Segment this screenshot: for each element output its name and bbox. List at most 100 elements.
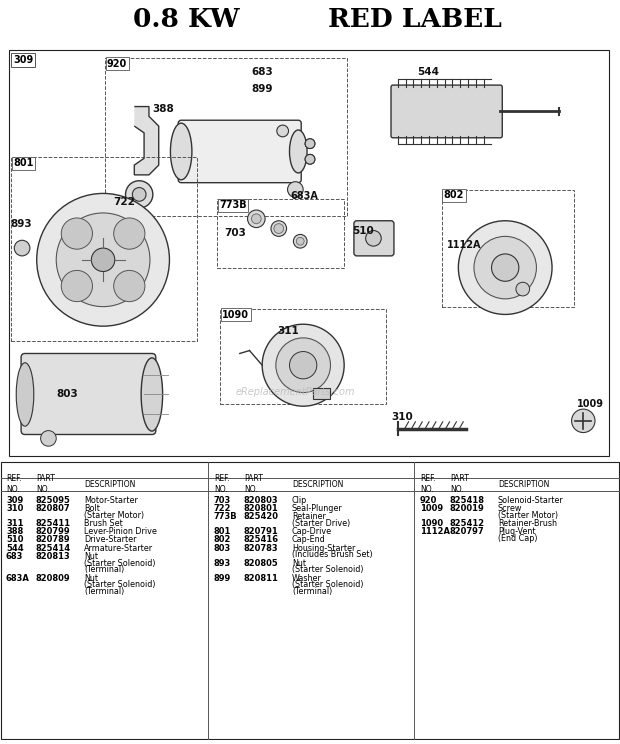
Text: 802: 802 — [214, 536, 231, 545]
Text: 825420: 825420 — [244, 513, 279, 522]
Circle shape — [271, 221, 286, 237]
Text: 773B: 773B — [214, 513, 237, 522]
Bar — [442, 190, 574, 307]
Text: 893: 893 — [11, 219, 32, 228]
Circle shape — [247, 210, 265, 228]
Text: 820803: 820803 — [244, 496, 278, 505]
Text: 801: 801 — [13, 158, 33, 168]
Text: 310: 310 — [391, 412, 413, 422]
Text: 820799: 820799 — [36, 527, 71, 536]
Text: Lever-Pinion Drive: Lever-Pinion Drive — [84, 527, 157, 536]
Circle shape — [492, 254, 519, 281]
Text: Clip: Clip — [292, 496, 308, 505]
Circle shape — [132, 187, 146, 201]
Text: Plug-Vent: Plug-Vent — [498, 527, 536, 536]
Text: Drive-Starter: Drive-Starter — [84, 536, 136, 545]
Circle shape — [288, 182, 303, 197]
Text: DESCRIPTION: DESCRIPTION — [292, 480, 343, 489]
Text: DESCRIPTION: DESCRIPTION — [498, 480, 549, 489]
Circle shape — [113, 218, 145, 249]
Text: DESCRIPTION: DESCRIPTION — [84, 480, 135, 489]
Text: 773B: 773B — [219, 200, 247, 211]
Ellipse shape — [290, 130, 307, 173]
Text: 825418: 825418 — [450, 496, 485, 505]
Text: 802: 802 — [444, 190, 464, 200]
Text: 309: 309 — [13, 55, 33, 65]
Circle shape — [37, 193, 169, 326]
Text: 1009: 1009 — [577, 400, 604, 409]
Text: 510: 510 — [6, 536, 24, 545]
Circle shape — [61, 218, 92, 249]
Text: Screw: Screw — [498, 504, 523, 513]
Text: (Starter Solenoid): (Starter Solenoid) — [292, 565, 363, 574]
Text: 820797: 820797 — [450, 527, 485, 536]
Circle shape — [276, 338, 330, 393]
Text: PART
NO.: PART NO. — [450, 474, 469, 494]
Text: 309: 309 — [6, 496, 24, 505]
Text: 820811: 820811 — [244, 574, 279, 583]
Bar — [220, 309, 386, 404]
Circle shape — [293, 234, 307, 248]
Text: Brush Set: Brush Set — [84, 519, 123, 528]
Text: 825416: 825416 — [244, 536, 279, 545]
Text: 825412: 825412 — [450, 519, 485, 528]
Circle shape — [366, 231, 381, 246]
Text: 820791: 820791 — [244, 527, 279, 536]
Text: 825411: 825411 — [36, 519, 71, 528]
Text: 801: 801 — [214, 527, 231, 536]
Text: 1090: 1090 — [222, 310, 249, 320]
Text: (Starter Drive): (Starter Drive) — [292, 519, 350, 528]
Circle shape — [91, 248, 115, 272]
Text: (Terminal): (Terminal) — [84, 587, 124, 596]
Text: 820805: 820805 — [244, 559, 279, 568]
Circle shape — [277, 125, 288, 137]
Text: Armature-Starter: Armature-Starter — [84, 544, 153, 553]
Text: (Includes Brush Set): (Includes Brush Set) — [292, 551, 373, 559]
Text: (Starter Solenoid): (Starter Solenoid) — [292, 580, 363, 589]
Text: 1112A: 1112A — [420, 527, 450, 536]
Text: RED LABEL: RED LABEL — [329, 7, 502, 32]
Text: 825095: 825095 — [36, 496, 71, 505]
Text: 683: 683 — [252, 68, 273, 77]
Circle shape — [458, 221, 552, 315]
Text: REF.
NO.: REF. NO. — [6, 474, 22, 494]
Text: 1090: 1090 — [420, 519, 443, 528]
Text: 703: 703 — [214, 496, 231, 505]
Circle shape — [274, 224, 283, 234]
Circle shape — [113, 270, 145, 301]
FancyBboxPatch shape — [178, 121, 301, 183]
Text: 544: 544 — [6, 544, 24, 553]
Text: Solenoid-Starter: Solenoid-Starter — [498, 496, 564, 505]
Circle shape — [305, 139, 315, 149]
Text: REF.
NO.: REF. NO. — [420, 474, 436, 494]
Text: Cap-End: Cap-End — [292, 536, 326, 545]
Text: 310: 310 — [6, 504, 24, 513]
Text: (Starter Solenoid): (Starter Solenoid) — [84, 580, 156, 589]
Text: 899: 899 — [252, 84, 273, 94]
Circle shape — [474, 237, 536, 299]
Text: 722: 722 — [113, 197, 135, 208]
Circle shape — [61, 270, 92, 301]
Text: 820789: 820789 — [36, 536, 71, 545]
Text: 920: 920 — [420, 496, 437, 505]
Ellipse shape — [170, 124, 192, 180]
Circle shape — [252, 214, 261, 224]
Text: (End Cap): (End Cap) — [498, 534, 538, 543]
Text: (Starter Solenoid): (Starter Solenoid) — [84, 559, 156, 568]
Bar — [11, 157, 197, 341]
Text: 803: 803 — [56, 389, 78, 400]
Text: 683: 683 — [6, 552, 24, 561]
FancyBboxPatch shape — [354, 221, 394, 256]
Text: (Terminal): (Terminal) — [84, 565, 124, 574]
Bar — [217, 199, 344, 268]
Circle shape — [305, 155, 315, 164]
Circle shape — [296, 237, 304, 246]
Text: 311: 311 — [6, 519, 24, 528]
Text: (Starter Motor): (Starter Motor) — [498, 511, 558, 520]
Text: 311: 311 — [277, 326, 299, 336]
Text: 820809: 820809 — [36, 574, 71, 583]
Circle shape — [14, 240, 30, 256]
Text: 683A: 683A — [291, 191, 318, 202]
Text: eReplacementParts.com: eReplacementParts.com — [236, 387, 355, 397]
Circle shape — [125, 181, 153, 208]
